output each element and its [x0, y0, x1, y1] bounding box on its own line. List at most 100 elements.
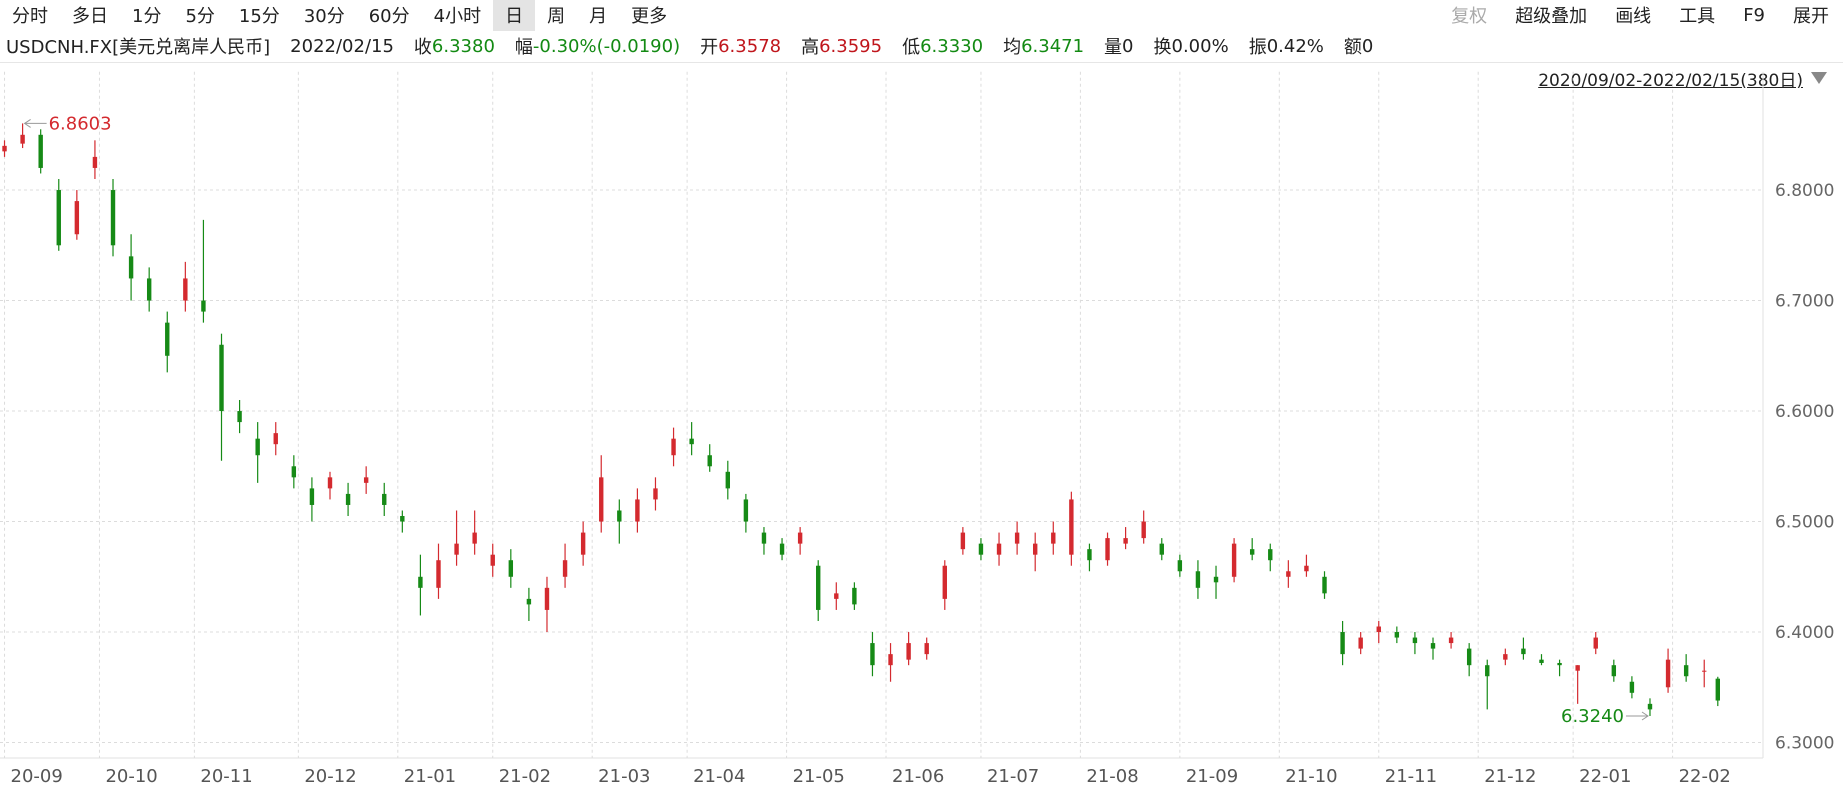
candle-body: [1575, 665, 1580, 671]
x-tick-label: 20-09: [11, 766, 63, 787]
candle-body: [128, 256, 134, 279]
candle-body: [599, 477, 604, 522]
min-arrow-head: [1641, 711, 1649, 721]
y-tick-label: 6.3000: [1775, 734, 1834, 754]
candle-body: [219, 344, 224, 412]
tool-button[interactable]: 画线: [1615, 6, 1652, 27]
period-tab[interactable]: 更多: [631, 6, 668, 27]
candle-body: [978, 543, 984, 555]
candle-body: [1051, 532, 1056, 544]
candle-body: [165, 322, 170, 356]
range-dropdown[interactable]: [1811, 72, 1827, 84]
candle-body: [1340, 632, 1345, 655]
period-tab[interactable]: 5分: [185, 6, 215, 27]
period-tab[interactable]: 月: [589, 6, 608, 27]
candle-body: [56, 190, 61, 246]
field-value: 6.3578: [718, 35, 782, 57]
candle-body: [345, 493, 351, 505]
candle-body: [942, 565, 947, 599]
field-value: 0.00%: [1171, 35, 1229, 57]
candle-body: [309, 488, 315, 505]
period-tab[interactable]: 周: [547, 6, 566, 27]
y-tick-label: 6.5000: [1775, 513, 1834, 533]
candle-body: [960, 532, 966, 550]
tool-button[interactable]: 复权: [1451, 6, 1488, 27]
x-tick-label: 21-03: [598, 766, 650, 787]
candle-body: [1087, 549, 1092, 561]
candle-body: [1412, 637, 1418, 644]
candle-body: [327, 477, 333, 489]
field-label: 收: [413, 37, 432, 58]
candle-body: [1014, 532, 1020, 544]
tool-button[interactable]: 展开: [1793, 6, 1829, 27]
tool-button[interactable]: F9: [1743, 4, 1765, 26]
candle-body: [761, 532, 767, 544]
field-label: 开: [700, 37, 719, 58]
candle-body: [834, 593, 839, 599]
candle-body: [1069, 499, 1074, 555]
candle-body: [689, 438, 694, 445]
x-tick-label: 20-12: [304, 766, 356, 787]
period-tab[interactable]: 日: [493, 0, 536, 31]
period-tab[interactable]: 1分: [132, 6, 162, 27]
candle-body: [580, 532, 586, 555]
candle-body: [1213, 576, 1219, 583]
candle-body: [562, 560, 568, 577]
candle-body: [924, 643, 929, 655]
candle-body: [255, 438, 260, 456]
period-tab[interactable]: 15分: [238, 6, 280, 27]
min-label: 6.3240: [1561, 706, 1624, 727]
candle-body: [816, 565, 821, 610]
candle-body: [1304, 565, 1309, 572]
candle-body: [852, 587, 857, 605]
candle-body: [1521, 648, 1526, 655]
candle-body: [508, 560, 514, 577]
candle-body: [92, 156, 98, 168]
candle-body: [1177, 560, 1183, 572]
x-tick-label: 21-04: [693, 766, 745, 787]
field-label: 换: [1153, 37, 1172, 58]
period-tab[interactable]: 60分: [368, 6, 410, 27]
candle-body: [1503, 654, 1508, 660]
field-value: 0.42%: [1266, 35, 1324, 57]
field-value: 6.3471: [1021, 35, 1085, 57]
period-tab[interactable]: 30分: [303, 6, 345, 27]
candle-body: [38, 134, 43, 168]
field-label: 均: [1003, 37, 1022, 58]
period-tab[interactable]: 4小时: [433, 6, 482, 27]
candle-body: [906, 643, 911, 660]
field-label: 额: [1343, 37, 1362, 58]
period-tab[interactable]: 多日: [72, 6, 108, 27]
candle-body: [870, 643, 875, 666]
period-tab[interactable]: 分时: [12, 6, 48, 27]
tool-button[interactable]: 超级叠加: [1515, 6, 1588, 27]
candle-body: [400, 516, 405, 522]
candle-body: [237, 411, 242, 423]
max-arrow-head: [23, 118, 31, 128]
max-label: 6.8603: [49, 113, 112, 134]
field-value: 6.3380: [431, 35, 495, 57]
candle-body: [454, 543, 459, 555]
candle-body: [1448, 637, 1454, 644]
candle-body: [1557, 662, 1562, 666]
tool-button[interactable]: 工具: [1679, 6, 1716, 27]
candle-body: [418, 576, 423, 588]
candle-body: [1231, 543, 1237, 577]
candle-body: [436, 560, 441, 588]
period-toolbar: 分时 多日 1分 5分 15分 30分 60分 4小时日周 月 更多: [0, 0, 679, 31]
candle-body: [110, 190, 116, 246]
x-tick-label: 22-02: [1679, 766, 1731, 787]
field-value: 6.3595: [819, 35, 883, 57]
candle-body: [20, 134, 25, 144]
candle-body: [996, 543, 1002, 555]
candle-body: [1394, 632, 1400, 638]
candle-body: [1322, 576, 1327, 594]
date-range[interactable]: 2020/09/02-2022/02/15(380日): [1538, 71, 1803, 91]
candle-body: [382, 493, 387, 505]
candle-body: [1466, 648, 1472, 666]
x-tick-label: 21-06: [892, 766, 944, 787]
x-tick-label: 22-01: [1579, 766, 1631, 787]
field-label: 量: [1104, 37, 1123, 58]
y-tick-label: 6.6000: [1775, 402, 1834, 422]
